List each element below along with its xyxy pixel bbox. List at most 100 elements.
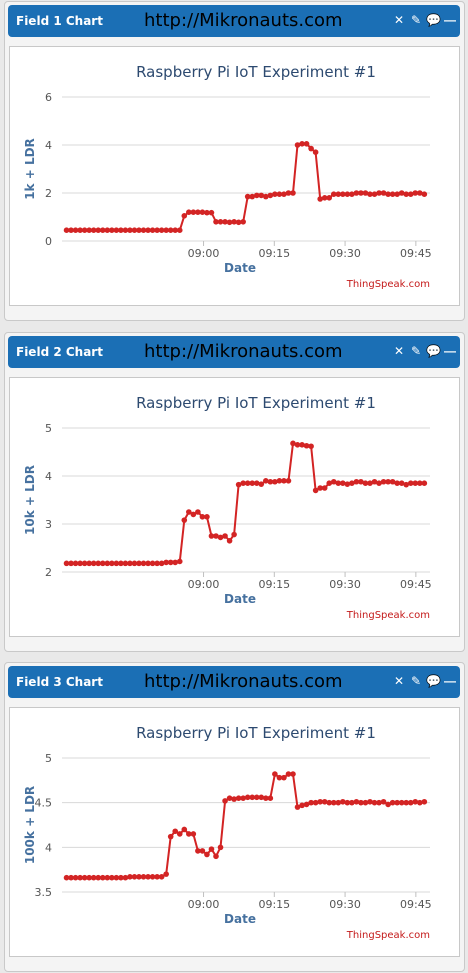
y-axis-label: 1k + LDR bbox=[23, 138, 37, 200]
data-point bbox=[290, 190, 296, 196]
data-point bbox=[249, 794, 256, 801]
data-point bbox=[417, 480, 423, 486]
minimize-icon[interactable]: — bbox=[444, 344, 456, 358]
data-point bbox=[358, 799, 364, 806]
data-point bbox=[122, 874, 129, 881]
data-point bbox=[407, 799, 414, 806]
edit-icon[interactable]: ✎ bbox=[410, 674, 422, 688]
data-point bbox=[244, 193, 251, 200]
data-point bbox=[376, 190, 382, 196]
data-point bbox=[290, 771, 296, 777]
panel-header[interactable]: Field 2 Chart http://Mikronauts.com ✕ ✎ … bbox=[8, 336, 460, 368]
data-point bbox=[403, 191, 410, 197]
data-point bbox=[353, 478, 360, 485]
data-point bbox=[285, 478, 292, 484]
data-point bbox=[86, 227, 92, 233]
close-icon[interactable]: ✕ bbox=[393, 13, 405, 27]
comment-icon[interactable]: 💬 bbox=[426, 674, 441, 688]
panel-header[interactable]: Field 1 Chart http://Mikronauts.com ✕ ✎ … bbox=[8, 5, 460, 37]
data-point bbox=[81, 227, 88, 233]
data-point bbox=[285, 190, 292, 196]
data-point bbox=[263, 795, 269, 801]
data-point bbox=[417, 799, 423, 806]
data-point bbox=[77, 874, 83, 881]
data-point bbox=[403, 481, 410, 488]
data-point bbox=[367, 480, 373, 486]
data-point bbox=[167, 833, 174, 840]
edit-icon[interactable]: ✎ bbox=[410, 13, 422, 27]
data-point bbox=[281, 774, 287, 781]
data-point bbox=[340, 191, 346, 197]
data-point bbox=[63, 560, 70, 567]
data-point bbox=[77, 560, 83, 567]
data-point bbox=[263, 478, 269, 484]
data-point bbox=[330, 478, 337, 485]
comment-icon[interactable]: 💬 bbox=[426, 13, 441, 27]
data-point bbox=[217, 534, 224, 541]
data-point bbox=[358, 478, 364, 485]
data-point bbox=[235, 481, 242, 488]
data-point bbox=[421, 798, 428, 805]
line-chart: Raspberry Pi IoT Experiment #1 0 2 4 6 09:00 0… bbox=[23, 63, 432, 290]
data-point bbox=[131, 227, 138, 233]
data-point bbox=[217, 219, 224, 225]
panel-title: Field 1 Chart bbox=[16, 14, 103, 28]
data-point bbox=[394, 191, 400, 197]
data-point bbox=[131, 874, 138, 880]
data-point bbox=[176, 831, 183, 837]
data-point bbox=[99, 560, 106, 567]
data-point bbox=[417, 190, 423, 196]
data-point bbox=[136, 560, 142, 567]
field-chart-panel: Field 2 Chart http://Mikronauts.com ✕ ✎ … bbox=[4, 332, 465, 652]
data-point bbox=[158, 560, 165, 567]
y-axis-label: 100k + LDR bbox=[23, 786, 37, 864]
data-point bbox=[412, 798, 419, 805]
data-point bbox=[99, 874, 106, 881]
y-tick-label: 5 bbox=[45, 752, 52, 765]
data-point bbox=[330, 191, 337, 197]
data-point bbox=[326, 799, 333, 806]
data-point bbox=[362, 190, 369, 196]
y-tick-label: 2 bbox=[45, 187, 52, 200]
data-point bbox=[226, 219, 233, 226]
close-icon[interactable]: ✕ bbox=[393, 674, 405, 688]
data-point bbox=[385, 801, 391, 808]
data-point bbox=[109, 560, 115, 567]
data-point bbox=[285, 771, 292, 777]
data-point bbox=[63, 874, 70, 881]
data-point bbox=[344, 481, 351, 487]
data-point bbox=[294, 142, 301, 148]
data-point bbox=[380, 478, 387, 485]
minimize-icon[interactable]: — bbox=[444, 13, 456, 27]
data-point bbox=[371, 478, 378, 485]
data-point bbox=[412, 480, 419, 486]
x-tick-label: 09:30 bbox=[329, 898, 361, 911]
data-point bbox=[240, 480, 246, 486]
data-point bbox=[68, 227, 74, 233]
data-point bbox=[190, 209, 197, 215]
comment-icon[interactable]: 💬 bbox=[426, 344, 441, 358]
data-point bbox=[403, 799, 410, 806]
data-point bbox=[371, 799, 378, 806]
data-point bbox=[231, 219, 237, 225]
data-point bbox=[407, 480, 414, 486]
minimize-icon[interactable]: — bbox=[444, 674, 456, 688]
data-point bbox=[253, 192, 260, 199]
data-point bbox=[258, 192, 265, 199]
panel-header[interactable]: Field 3 Chart http://Mikronauts.com ✕ ✎ … bbox=[8, 666, 460, 698]
data-point bbox=[190, 511, 197, 518]
data-point bbox=[131, 560, 138, 567]
data-point bbox=[222, 798, 228, 804]
data-point bbox=[272, 771, 278, 777]
data-point bbox=[380, 798, 387, 805]
data-point bbox=[349, 480, 355, 486]
chart-container: Raspberry Pi IoT Experiment #1 3.5 4 4.5 5 09… bbox=[9, 707, 460, 957]
data-point bbox=[163, 559, 169, 566]
edit-icon[interactable]: ✎ bbox=[410, 344, 422, 358]
data-point bbox=[290, 440, 296, 447]
x-tick-label: 09:30 bbox=[329, 247, 361, 260]
data-point bbox=[276, 478, 283, 484]
data-point bbox=[136, 227, 142, 233]
close-icon[interactable]: ✕ bbox=[393, 344, 405, 358]
data-point bbox=[321, 798, 328, 805]
